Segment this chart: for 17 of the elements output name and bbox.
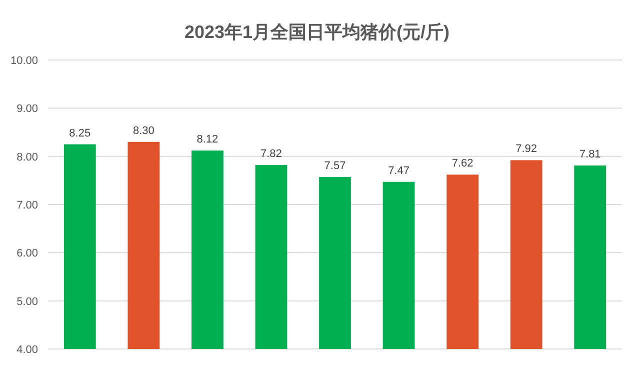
data-label: 7.57 (324, 160, 346, 172)
y-tick-label: 9.00 (16, 103, 38, 116)
data-label: 7.62 (452, 158, 474, 170)
data-label: 7.82 (260, 148, 282, 160)
y-tick-label: 8.00 (16, 151, 38, 164)
data-label: 7.47 (388, 164, 410, 177)
y-tick-label: 4.00 (16, 344, 38, 356)
y-tick-label: 5.00 (16, 296, 38, 308)
data-label: 8.12 (196, 134, 218, 146)
y-tick-label: 6.00 (16, 248, 38, 260)
data-label: 7.92 (516, 143, 538, 156)
data-label: 8.25 (69, 127, 91, 140)
y-tick-label: 7.00 (16, 200, 38, 212)
data-label: 8.30 (132, 124, 154, 137)
chart-title: 2023年1月全国日平均猪价(元/斤) (184, 22, 450, 42)
data-label: 7.81 (579, 148, 601, 160)
y-tick-label: 10.00 (10, 55, 38, 67)
